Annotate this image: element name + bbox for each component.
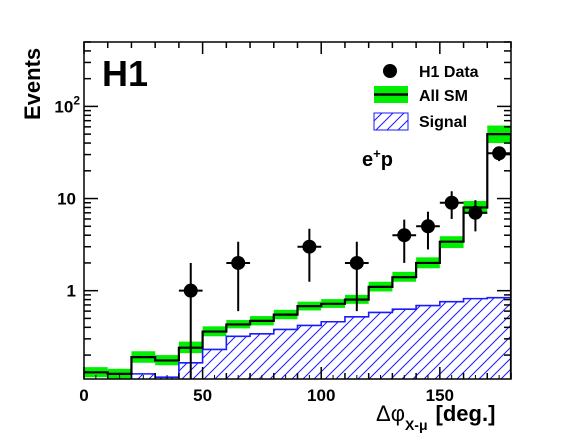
- data-point-marker: [420, 219, 435, 234]
- x-axis-label-symbol: Δφ: [376, 401, 405, 426]
- x-tick-label: 50: [193, 386, 212, 405]
- x-axis-label: ΔφX-μ [deg.]: [376, 401, 495, 433]
- x-axis-label-unit: [deg.]: [436, 401, 496, 426]
- y-tick-label: 10: [57, 190, 76, 209]
- experiment-label: H1: [102, 53, 148, 94]
- legend: H1 Data All SM Signal: [373, 64, 479, 131]
- data-point-marker: [349, 255, 364, 270]
- process-label: e+p: [362, 146, 393, 171]
- sm-histogram-line: [84, 133, 511, 379]
- data-point-marker: [468, 205, 483, 220]
- data-point: [439, 191, 464, 219]
- y-tick-label-exponent: 2: [73, 93, 80, 107]
- x-tick-label: 150: [426, 386, 454, 405]
- data-point-marker: [183, 283, 198, 298]
- legend-data-marker: [383, 64, 397, 78]
- data-point: [416, 211, 440, 250]
- y-tick-label-base: 10: [54, 97, 73, 116]
- legend-label-sm: All SM: [419, 88, 468, 105]
- x-tick-label: 0: [79, 386, 88, 405]
- signal-outline: [130, 296, 511, 379]
- process-label-superscript: +: [373, 146, 381, 161]
- data-point-marker: [302, 239, 317, 254]
- process-label-suffix: p: [381, 149, 393, 171]
- x-tick-label: 100: [307, 386, 335, 405]
- x-axis-label-subscript: X-μ: [405, 417, 428, 433]
- data-point: [297, 228, 322, 282]
- process-label-main: e: [362, 149, 373, 171]
- y-tick-label: 1: [67, 282, 76, 301]
- legend-signal-swatch: [373, 112, 409, 131]
- data-point: [463, 200, 488, 232]
- y-axis-label: Events: [20, 48, 45, 120]
- y-tick-label: 102: [54, 93, 80, 116]
- data-point-marker: [397, 228, 412, 243]
- data-point: [226, 241, 251, 312]
- legend-label-signal: Signal: [419, 114, 467, 131]
- signal-hatch-area: [84, 297, 511, 379]
- data-point-marker: [231, 255, 246, 270]
- legend-label-data: H1 Data: [419, 64, 479, 81]
- data-point: [344, 241, 369, 312]
- data-point: [487, 146, 511, 162]
- data-point-marker: [492, 146, 507, 161]
- data-point-marker: [444, 195, 459, 210]
- data-point: [178, 262, 203, 379]
- data-point: [392, 219, 417, 263]
